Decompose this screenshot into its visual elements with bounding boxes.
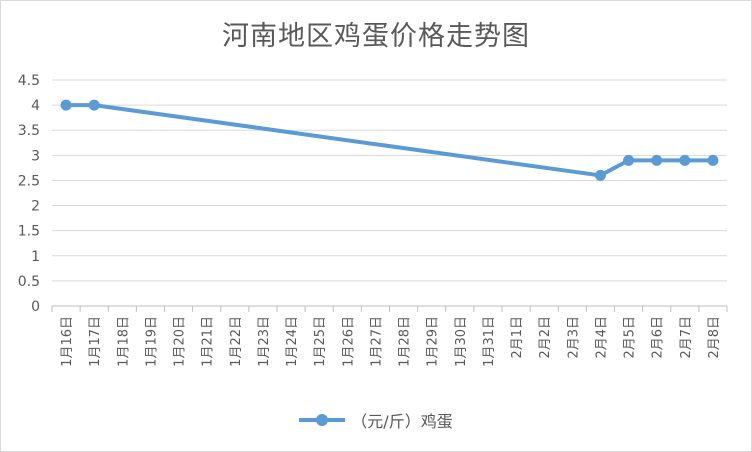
y-tick-label: 0	[31, 299, 40, 315]
x-tick-label: 1月23日	[257, 316, 272, 367]
x-tick-label: 1月24日	[285, 316, 300, 367]
series-line	[66, 103, 713, 178]
y-tick-label: 2	[31, 199, 40, 215]
y-tick-label: 3.5	[18, 123, 40, 139]
y-tick-label: 0.5	[18, 274, 40, 290]
data-point	[623, 154, 635, 166]
y-tick-label: 2.5	[18, 173, 40, 189]
x-tick-label: 1月21日	[201, 316, 216, 367]
legend: （元/斤）鸡蛋	[0, 408, 752, 432]
x-tick-label: 1月30日	[454, 316, 469, 367]
x-tick-label: 2月6日	[651, 316, 666, 359]
x-tick-label: 2月8日	[707, 316, 722, 359]
data-point	[651, 154, 663, 166]
y-tick-label: 4.5	[18, 73, 40, 89]
x-tick-label: 1月28日	[398, 316, 413, 367]
data-point	[88, 99, 100, 111]
data-point	[594, 169, 606, 181]
legend-swatch	[299, 414, 346, 426]
y-tick-label: 1	[31, 249, 40, 265]
x-tick-label: 1月29日	[426, 316, 441, 367]
x-tick-label: 1月26日	[341, 316, 356, 367]
x-tick-label: 2月4日	[594, 316, 609, 359]
x-tick-label: 1月25日	[313, 316, 328, 367]
y-tick-label: 3	[31, 148, 40, 164]
x-tick-label: 1月20日	[173, 316, 188, 367]
x-tick-label: 2月7日	[679, 316, 694, 359]
data-point	[679, 154, 691, 166]
x-tick-label: 2月1日	[510, 316, 525, 359]
x-tick-label: 2月3日	[566, 316, 581, 359]
x-tick-label: 2月5日	[623, 316, 638, 359]
x-tick-label: 1月18日	[116, 316, 131, 367]
x-tick-label: 1月17日	[88, 316, 103, 367]
y-tick-label: 1.5	[18, 224, 40, 240]
chart-title: 河南地区鸡蛋价格走势图	[222, 21, 530, 52]
data-point	[707, 154, 719, 166]
x-tick-label: 1月27日	[369, 316, 384, 367]
data-point	[60, 99, 72, 111]
x-tick-label: 2月2日	[538, 316, 553, 359]
x-tick-label: 1月31日	[482, 316, 497, 367]
y-tick-label: 4	[31, 98, 40, 114]
x-tick-label: 1月16日	[60, 316, 75, 367]
legend-label: （元/斤）鸡蛋	[351, 412, 453, 431]
x-tick-label: 1月22日	[229, 316, 244, 367]
x-tick-label: 1月19日	[144, 316, 159, 367]
